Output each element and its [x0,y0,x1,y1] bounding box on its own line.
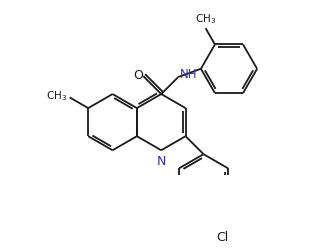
Text: NH: NH [180,68,198,81]
Text: O: O [133,69,144,82]
Text: N: N [156,155,166,168]
Text: CH$_3$: CH$_3$ [46,89,68,103]
Text: CH$_3$: CH$_3$ [195,12,216,26]
Text: Cl: Cl [216,230,228,243]
